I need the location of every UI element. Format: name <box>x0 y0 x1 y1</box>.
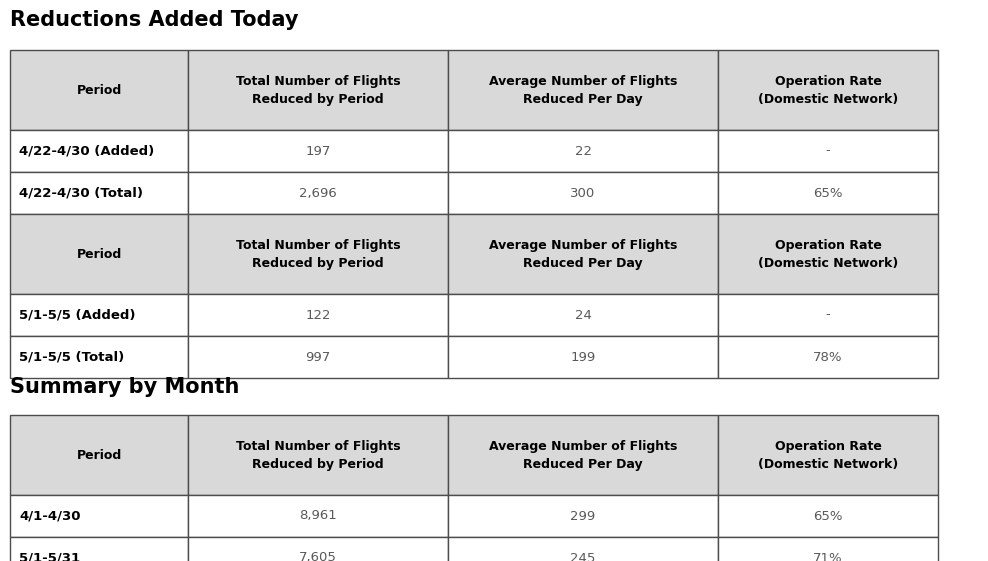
Bar <box>10 130 188 172</box>
Bar <box>448 336 718 378</box>
Bar <box>718 537 938 561</box>
Text: 5/1-5/5 (Total): 5/1-5/5 (Total) <box>19 351 124 364</box>
Bar <box>10 537 188 561</box>
Bar <box>188 50 448 130</box>
Bar <box>10 415 188 495</box>
Bar <box>448 294 718 336</box>
Text: 4/22-4/30 (Added): 4/22-4/30 (Added) <box>19 145 154 158</box>
Text: -: - <box>826 309 830 321</box>
Text: Period: Period <box>76 247 122 260</box>
Bar <box>10 495 188 537</box>
Text: 4/1-4/30: 4/1-4/30 <box>19 509 80 522</box>
Text: Total Number of Flights
Reduced by Period: Total Number of Flights Reduced by Perio… <box>236 439 400 471</box>
Text: Operation Rate
(Domestic Network): Operation Rate (Domestic Network) <box>758 238 898 269</box>
Text: 78%: 78% <box>813 351 843 364</box>
Text: Average Number of Flights
Reduced Per Day: Average Number of Flights Reduced Per Da… <box>489 439 677 471</box>
Bar <box>718 336 938 378</box>
Bar <box>448 130 718 172</box>
Text: -: - <box>826 145 830 158</box>
Bar <box>188 336 448 378</box>
Text: 24: 24 <box>575 309 592 321</box>
Text: 122: 122 <box>305 309 331 321</box>
Bar <box>188 415 448 495</box>
Bar <box>718 495 938 537</box>
Bar <box>188 537 448 561</box>
Bar <box>10 50 188 130</box>
Bar <box>718 172 938 214</box>
Text: Average Number of Flights
Reduced Per Day: Average Number of Flights Reduced Per Da… <box>489 75 677 105</box>
Text: 199: 199 <box>570 351 596 364</box>
Bar <box>10 294 188 336</box>
Bar <box>718 214 938 294</box>
Text: 65%: 65% <box>813 509 843 522</box>
Text: 5/1-5/5 (Added): 5/1-5/5 (Added) <box>19 309 135 321</box>
Text: 997: 997 <box>305 351 331 364</box>
Bar <box>448 50 718 130</box>
Text: 8,961: 8,961 <box>299 509 337 522</box>
Bar <box>448 537 718 561</box>
Text: Operation Rate
(Domestic Network): Operation Rate (Domestic Network) <box>758 75 898 105</box>
Text: 7,605: 7,605 <box>299 551 337 561</box>
Text: 2,696: 2,696 <box>299 186 337 200</box>
Text: Total Number of Flights
Reduced by Period: Total Number of Flights Reduced by Perio… <box>236 75 400 105</box>
Text: 197: 197 <box>305 145 331 158</box>
Bar <box>188 130 448 172</box>
Text: Operation Rate
(Domestic Network): Operation Rate (Domestic Network) <box>758 439 898 471</box>
Text: 300: 300 <box>570 186 596 200</box>
Text: Average Number of Flights
Reduced Per Day: Average Number of Flights Reduced Per Da… <box>489 238 677 269</box>
Bar <box>718 130 938 172</box>
Bar <box>188 172 448 214</box>
Text: 299: 299 <box>570 509 596 522</box>
Text: Summary by Month: Summary by Month <box>10 377 239 397</box>
Text: Period: Period <box>76 448 122 462</box>
Text: 22: 22 <box>574 145 592 158</box>
Text: 65%: 65% <box>813 186 843 200</box>
Bar <box>10 172 188 214</box>
Bar <box>718 50 938 130</box>
Text: Reductions Added Today: Reductions Added Today <box>10 10 298 30</box>
Text: 71%: 71% <box>813 551 843 561</box>
Bar <box>188 495 448 537</box>
Text: 5/1-5/31: 5/1-5/31 <box>19 551 80 561</box>
Bar <box>188 214 448 294</box>
Bar <box>448 172 718 214</box>
Text: 245: 245 <box>570 551 596 561</box>
Text: Period: Period <box>76 84 122 96</box>
Bar <box>718 294 938 336</box>
Text: Total Number of Flights
Reduced by Period: Total Number of Flights Reduced by Perio… <box>236 238 400 269</box>
Bar <box>10 336 188 378</box>
Bar <box>10 214 188 294</box>
Bar <box>448 415 718 495</box>
Text: 4/22-4/30 (Total): 4/22-4/30 (Total) <box>19 186 143 200</box>
Bar <box>718 415 938 495</box>
Bar <box>448 495 718 537</box>
Bar <box>448 214 718 294</box>
Bar <box>188 294 448 336</box>
